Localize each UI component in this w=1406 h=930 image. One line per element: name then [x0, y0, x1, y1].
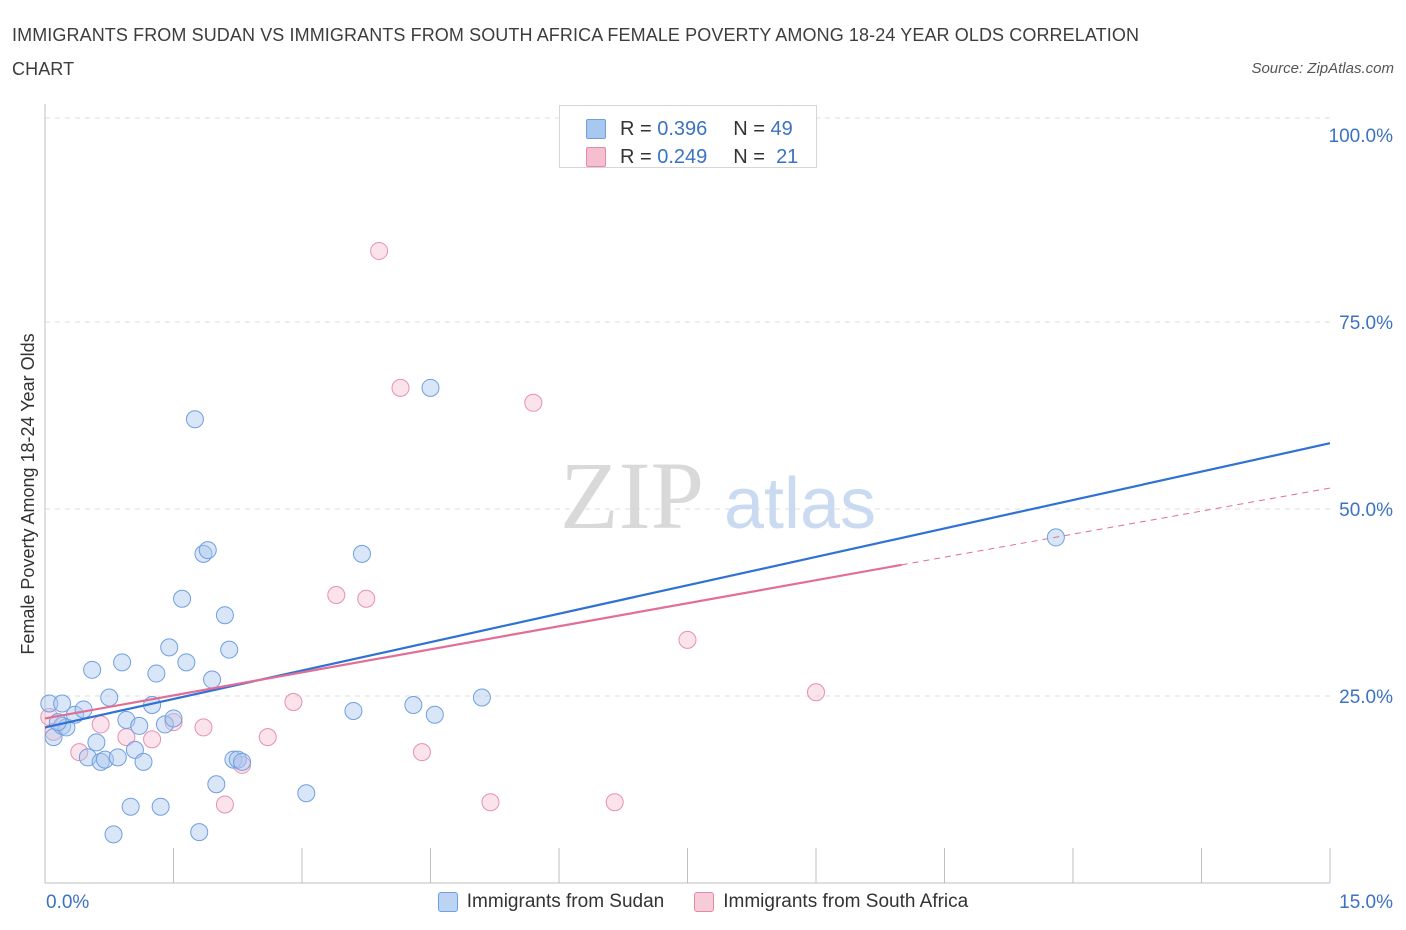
point-south-africa: [807, 683, 825, 702]
point-sudan: [404, 695, 423, 714]
point-sudan: [472, 688, 491, 707]
point-sudan: [87, 733, 106, 752]
series-south-africa-points: [40, 241, 825, 814]
point-south-africa: [481, 793, 500, 812]
tick-labels: 25.0% 50.0% 75.0% 100.0% 0.0% 15.0%: [46, 126, 1393, 913]
stats-n-value: 21: [776, 145, 799, 168]
point-sudan: [104, 825, 123, 844]
point-sudan: [352, 544, 371, 563]
point-south-africa: [524, 393, 543, 412]
point-south-africa: [370, 241, 389, 260]
point-south-africa: [91, 715, 110, 734]
point-sudan: [190, 823, 209, 842]
point-sudan: [220, 640, 239, 659]
point-sudan: [185, 410, 204, 429]
watermark-zip: ZIP: [560, 442, 704, 549]
point-sudan: [297, 784, 316, 803]
x-tick-label: 0.0%: [46, 892, 89, 913]
watermark: ZIP atlas: [560, 442, 876, 549]
point-south-africa: [412, 743, 431, 762]
point-sudan: [164, 709, 183, 728]
legend-item-sudan[interactable]: Immigrants from Sudan: [437, 891, 665, 913]
point-sudan: [215, 606, 234, 625]
y-tick-label: 50.0%: [1339, 500, 1393, 521]
point-sudan: [203, 670, 222, 689]
legend-label: Immigrants from South Africa: [723, 891, 969, 912]
legend-swatch-south-africa: [694, 892, 715, 912]
point-sudan: [134, 752, 153, 771]
watermark-atlas: atlas: [724, 464, 876, 544]
chart-title: IMMIGRANTS FROM SUDAN VS IMMIGRANTS FROM…: [12, 25, 1140, 79]
point-south-africa: [327, 586, 346, 605]
point-south-africa: [391, 378, 410, 397]
axes: [44, 104, 1331, 884]
stats-row-south-africa: R = 0.249 N = 21: [586, 143, 798, 171]
point-sudan: [53, 694, 72, 713]
point-south-africa: [70, 743, 89, 762]
stats-r-value: 0.249: [657, 145, 708, 168]
trendline-south-africa: [44, 563, 902, 720]
point-sudan: [130, 716, 149, 735]
x-tick-label: 15.0%: [1339, 892, 1393, 913]
point-sudan: [83, 660, 102, 679]
point-sudan: [147, 664, 166, 683]
point-sudan: [121, 797, 140, 816]
y-tick-label: 25.0%: [1339, 687, 1393, 708]
gridlines: [45, 117, 1330, 697]
series-sudan-points: [40, 378, 1065, 844]
legend: Immigrants from Sudan Immigrants from So…: [0, 888, 1406, 916]
stats-n-label: N =: [733, 145, 765, 168]
point-south-africa: [215, 795, 234, 814]
point-sudan: [108, 748, 127, 767]
point-sudan: [177, 653, 196, 672]
point-sudan: [207, 775, 226, 794]
stats-swatch-south-africa: [586, 147, 606, 167]
point-south-africa: [143, 730, 162, 749]
point-sudan: [151, 797, 170, 816]
point-sudan: [173, 589, 192, 608]
y-axis-label: Female Poverty Among 18-24 Year Olds: [18, 333, 38, 654]
point-sudan: [40, 694, 59, 713]
point-sudan: [160, 638, 179, 657]
stats-r-label: R =: [620, 117, 652, 140]
legend-swatch-sudan: [437, 892, 458, 912]
point-south-africa: [258, 728, 277, 747]
point-south-africa: [605, 793, 624, 812]
source-label: Source: ZipAtlas.com: [1251, 60, 1394, 77]
point-south-africa: [284, 692, 303, 711]
y-tick-label: 100.0%: [1329, 126, 1394, 147]
point-sudan: [233, 752, 252, 771]
legend-label: Immigrants from Sudan: [466, 891, 665, 912]
stats-r-label: R =: [620, 145, 652, 168]
point-sudan: [421, 378, 440, 397]
stats-row-sudan: R = 0.396 N = 49: [586, 115, 793, 143]
stats-legend: R = 0.396 N = 49 R = 0.249 N = 21: [559, 105, 817, 168]
point-sudan: [425, 705, 444, 724]
trendlines: [44, 442, 1331, 729]
point-sudan: [198, 541, 217, 560]
stats-swatch-sudan: [586, 119, 606, 139]
y-tick-label: 75.0%: [1339, 313, 1393, 334]
point-sudan: [100, 688, 119, 707]
point-south-africa: [194, 718, 213, 737]
stats-n-value: 49: [770, 117, 793, 140]
stats-n-label: N =: [733, 117, 765, 140]
point-south-africa: [357, 589, 376, 608]
legend-item-south-africa[interactable]: Immigrants from South Africa: [694, 891, 968, 913]
point-sudan: [113, 653, 132, 672]
stats-r-value: 0.396: [657, 117, 708, 140]
point-south-africa: [678, 630, 697, 649]
trendline-south-africa-extension: [901, 487, 1331, 566]
point-sudan: [344, 701, 363, 720]
